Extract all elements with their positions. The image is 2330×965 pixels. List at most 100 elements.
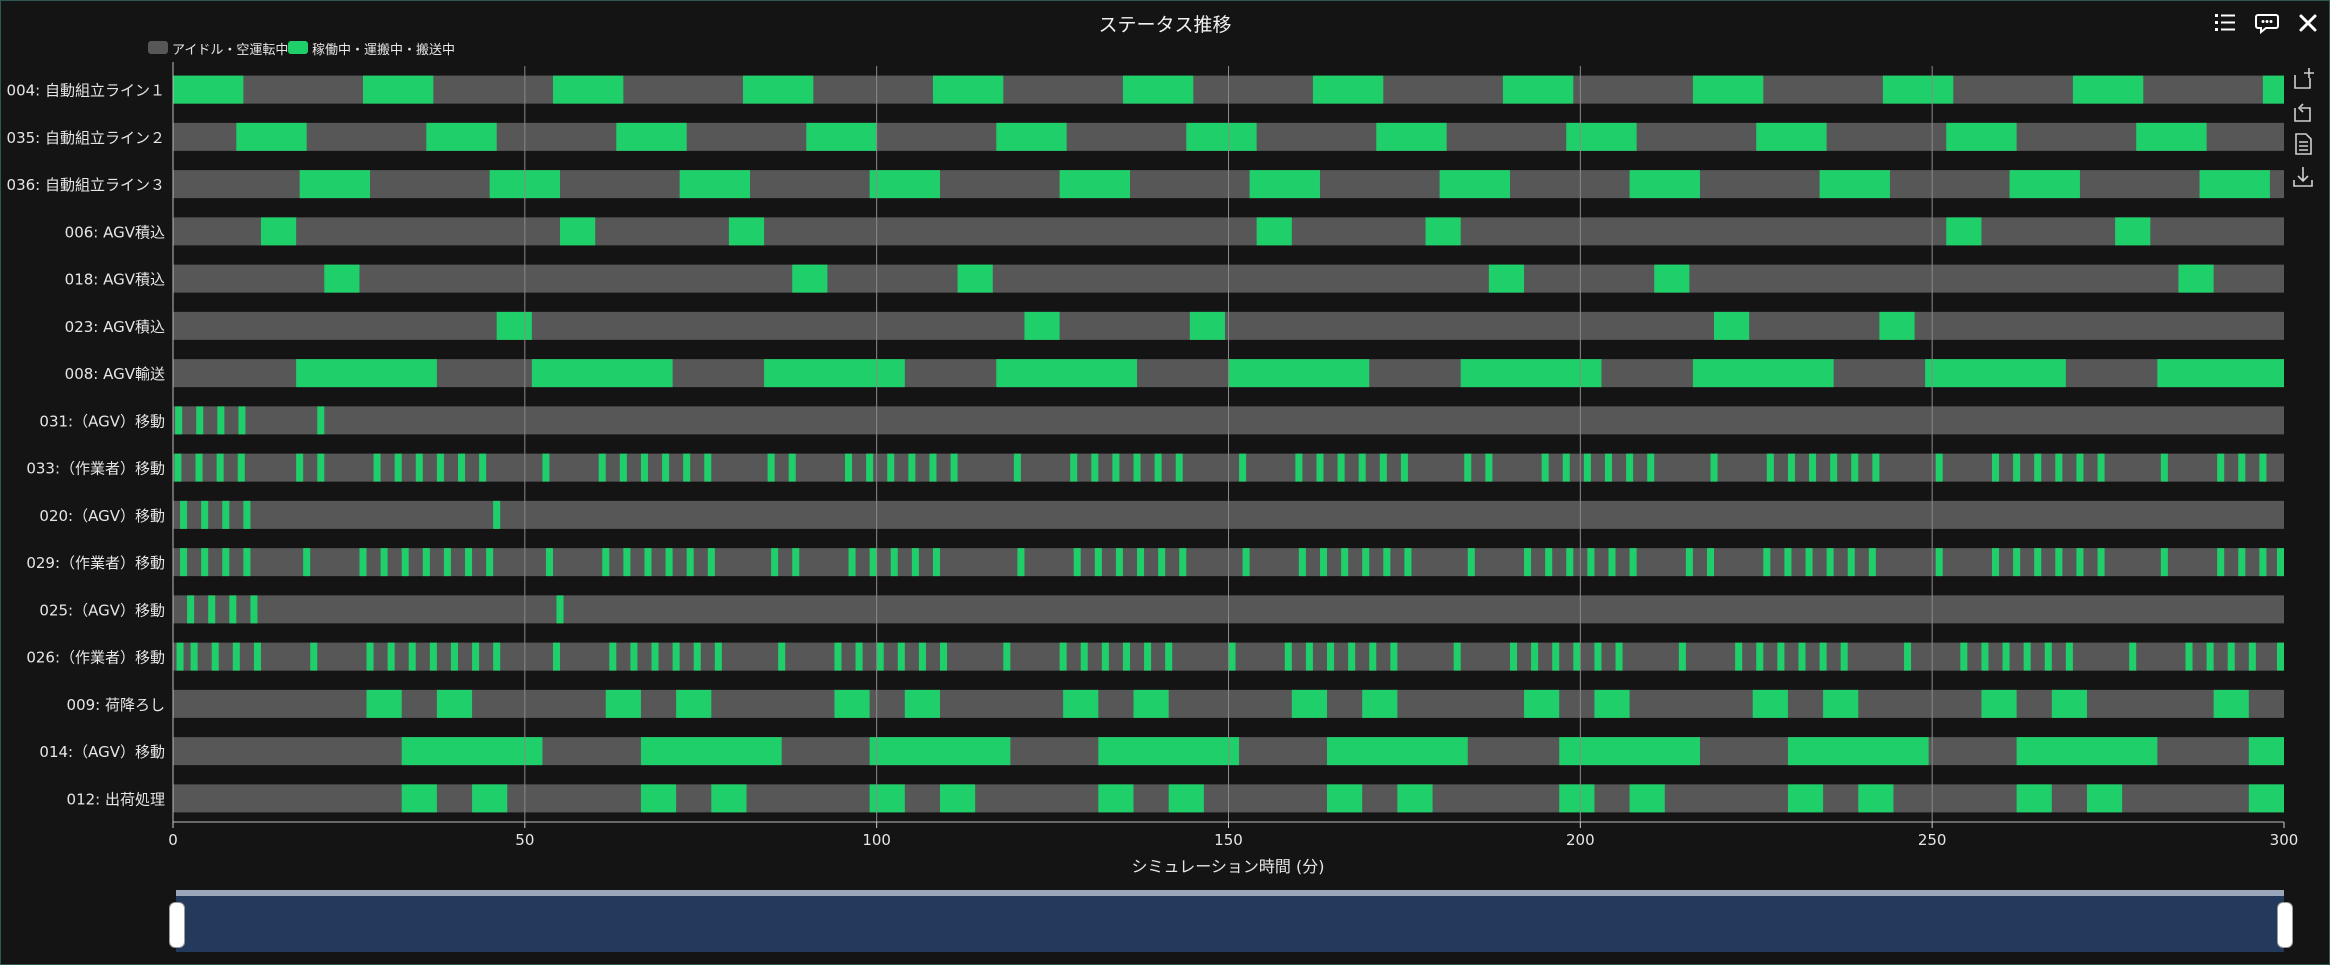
row-9-active-segment-23[interactable] (866, 453, 874, 482)
row-13-active-segment-14[interactable] (552, 642, 561, 671)
row-11-active-segment-3[interactable] (222, 548, 230, 577)
row-16-active-segment-15[interactable] (2016, 784, 2052, 813)
row-13-active-segment-11[interactable] (450, 642, 458, 671)
row-13-active-segment-30[interactable] (1080, 642, 1088, 671)
row-5-active-segment-4[interactable] (1488, 264, 1525, 293)
row-11-active-segment-57[interactable] (1991, 548, 2000, 577)
row-12-active-segment-2[interactable] (208, 595, 216, 624)
row-9-active-segment-43[interactable] (1485, 453, 1493, 482)
row-11-active-segment-7[interactable] (380, 548, 388, 577)
row-11-active-segment-61[interactable] (2076, 548, 2084, 577)
row-9-active-segment-44[interactable] (1541, 453, 1549, 482)
row-13-active-segment-61[interactable] (2044, 642, 2052, 671)
row-11-active-segment-23[interactable] (869, 548, 877, 577)
row-9-active-segment-66[interactable] (2238, 453, 2246, 482)
row-13-active-segment-37[interactable] (1305, 642, 1313, 671)
row-7-active-segment-5[interactable] (1228, 359, 1370, 388)
row-13-active-segment-12[interactable] (472, 642, 480, 671)
row-11-active-segment-26[interactable] (932, 548, 940, 577)
row-15-active-segment-4[interactable] (1098, 737, 1240, 766)
row-11-active-segment-44[interactable] (1566, 548, 1574, 577)
data-view-icon[interactable] (2290, 131, 2316, 157)
row-8-active-segment-4[interactable] (238, 406, 246, 435)
row-9-active-segment-40[interactable] (1379, 453, 1387, 482)
row-9-active-segment-50[interactable] (1710, 453, 1718, 482)
row-13-active-segment-16[interactable] (630, 642, 638, 671)
row-13-active-segment-68[interactable] (2276, 642, 2284, 671)
row-13-active-segment-3[interactable] (211, 642, 219, 671)
row-14-active-segment-13[interactable] (1752, 689, 1788, 718)
row-11-active-segment-41[interactable] (1467, 548, 1475, 577)
row-10-active-segment-4[interactable] (243, 500, 251, 529)
row-4-active-segment-4[interactable] (1256, 217, 1292, 246)
row-11-active-segment-45[interactable] (1587, 548, 1595, 577)
row-5-active-segment-5[interactable] (1654, 264, 1690, 293)
row-13-active-segment-22[interactable] (834, 642, 842, 671)
row-13-active-segment-39[interactable] (1348, 642, 1356, 671)
row-9-active-segment-27[interactable] (950, 453, 958, 482)
row-11-active-segment-20[interactable] (771, 548, 779, 577)
row-13-active-segment-42[interactable] (1453, 642, 1461, 671)
row-4-active-segment-5[interactable] (1425, 217, 1461, 246)
row-13-active-segment-47[interactable] (1594, 642, 1602, 671)
row-13-active-segment-29[interactable] (1059, 642, 1067, 671)
row-5-active-segment-2[interactable] (792, 264, 828, 293)
row-14-active-segment-14[interactable] (1823, 689, 1859, 718)
row-8-active-segment-2[interactable] (196, 406, 204, 435)
row-16-active-segment-4[interactable] (711, 784, 747, 813)
row-2-active-segment-4[interactable] (806, 122, 877, 151)
row-15-active-segment-6[interactable] (1559, 737, 1700, 766)
row-9-active-segment-3[interactable] (216, 453, 224, 482)
row-13-active-segment-31[interactable] (1101, 642, 1109, 671)
row-9-active-segment-64[interactable] (2160, 453, 2168, 482)
row-16-active-segment-17[interactable] (2248, 784, 2284, 813)
row-13-active-segment-63[interactable] (2129, 642, 2137, 671)
row-13-active-segment-45[interactable] (1552, 642, 1560, 671)
row-6-active-segment-1[interactable] (496, 311, 532, 340)
row-8-active-segment-5[interactable] (317, 406, 325, 435)
row-14-active-segment-1[interactable] (366, 689, 402, 718)
row-5-active-segment-3[interactable] (957, 264, 993, 293)
row-14-active-segment-2[interactable] (436, 689, 473, 718)
row-11-active-segment-35[interactable] (1298, 548, 1306, 577)
row-16-active-segment-8[interactable] (1168, 784, 1204, 813)
row-11-active-segment-67[interactable] (2276, 548, 2284, 577)
row-16-active-segment-6[interactable] (939, 784, 976, 813)
row-13-active-segment-10[interactable] (429, 642, 437, 671)
row-3-active-segment-9[interactable] (1819, 170, 1890, 199)
row-9-active-segment-53[interactable] (1809, 453, 1817, 482)
row-11-active-segment-16[interactable] (644, 548, 652, 577)
row-9-active-segment-15[interactable] (619, 453, 627, 482)
row-1-active-segment-11[interactable] (2072, 75, 2144, 104)
row-11-active-segment-4[interactable] (243, 548, 251, 577)
row-16-active-segment-9[interactable] (1327, 784, 1363, 813)
row-13-active-segment-13[interactable] (493, 642, 501, 671)
row-2-active-segment-1[interactable] (236, 122, 307, 151)
row-13-active-segment-20[interactable] (714, 642, 722, 671)
row-1-active-segment-12[interactable] (2262, 75, 2284, 104)
row-11-active-segment-14[interactable] (602, 548, 610, 577)
row-16-active-segment-16[interactable] (2086, 784, 2123, 813)
row-1-active-segment-3[interactable] (552, 75, 624, 104)
row-16-active-segment-7[interactable] (1098, 784, 1134, 813)
row-9-active-segment-26[interactable] (929, 453, 937, 482)
row-11-active-segment-58[interactable] (2013, 548, 2021, 577)
row-7-active-segment-9[interactable] (2157, 359, 2284, 388)
row-11-active-segment-53[interactable] (1826, 548, 1834, 577)
row-13-active-segment-62[interactable] (2065, 642, 2073, 671)
row-11-active-segment-48[interactable] (1685, 548, 1693, 577)
row-11-active-segment-9[interactable] (422, 548, 430, 577)
row-11-active-segment-38[interactable] (1362, 548, 1370, 577)
row-11-active-segment-10[interactable] (443, 548, 451, 577)
row-11-active-segment-39[interactable] (1383, 548, 1391, 577)
row-15-active-segment-9[interactable] (2248, 737, 2284, 766)
row-3-active-segment-5[interactable] (1059, 170, 1130, 199)
row-9-active-segment-58[interactable] (1991, 453, 2000, 482)
row-9-active-segment-62[interactable] (2076, 453, 2084, 482)
row-11-active-segment-22[interactable] (848, 548, 856, 577)
row-16-active-segment-3[interactable] (640, 784, 677, 813)
row-13-active-segment-33[interactable] (1144, 642, 1152, 671)
row-14-active-segment-9[interactable] (1291, 689, 1328, 718)
row-13-active-segment-25[interactable] (897, 642, 905, 671)
download-icon[interactable] (2290, 164, 2316, 190)
